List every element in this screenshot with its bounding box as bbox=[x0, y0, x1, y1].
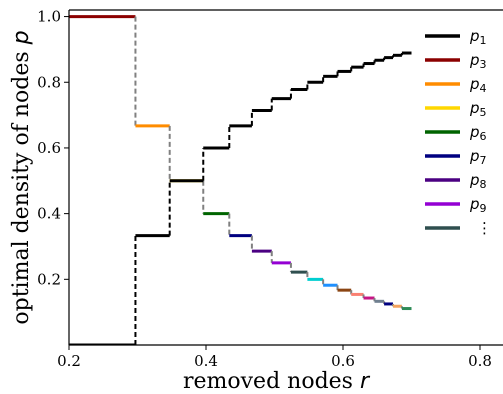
x-tick-label: 0.8 bbox=[468, 352, 492, 370]
legend: p1 p3 p4 p5 p6 p7 p8 p9 ⋮ bbox=[425, 27, 492, 237]
axes: 0.2 0.4 0.6 0.8 0.2 0.4 0.6 0.8 1.0 bbox=[37, 8, 503, 370]
x-tick-label: 0.2 bbox=[57, 352, 81, 370]
legend-label: p6 bbox=[469, 123, 487, 143]
y-tick-label: 0.4 bbox=[37, 205, 61, 223]
y-tick-label: 1.0 bbox=[37, 8, 61, 26]
y-tick-label: 0.6 bbox=[37, 139, 61, 157]
legend-label: p5 bbox=[469, 99, 487, 119]
x-tick-label: 0.4 bbox=[194, 352, 218, 370]
x-axis-label: removed nodes r bbox=[183, 369, 371, 394]
legend-label: p7 bbox=[469, 147, 487, 167]
legend-label: p9 bbox=[469, 195, 487, 215]
legend-label: p3 bbox=[469, 51, 487, 71]
legend-label: p8 bbox=[469, 171, 487, 191]
legend-label: ⋮ bbox=[477, 219, 492, 237]
x-tick-label: 0.6 bbox=[331, 352, 355, 370]
y-axis-label: optimal density of nodes p bbox=[9, 30, 34, 324]
y-tick-label: 0.2 bbox=[37, 270, 61, 288]
legend-label: p1 bbox=[469, 27, 487, 47]
y-tick-label: 0.8 bbox=[37, 73, 61, 91]
plot-area bbox=[69, 15, 412, 345]
legend-label: p4 bbox=[469, 75, 487, 95]
